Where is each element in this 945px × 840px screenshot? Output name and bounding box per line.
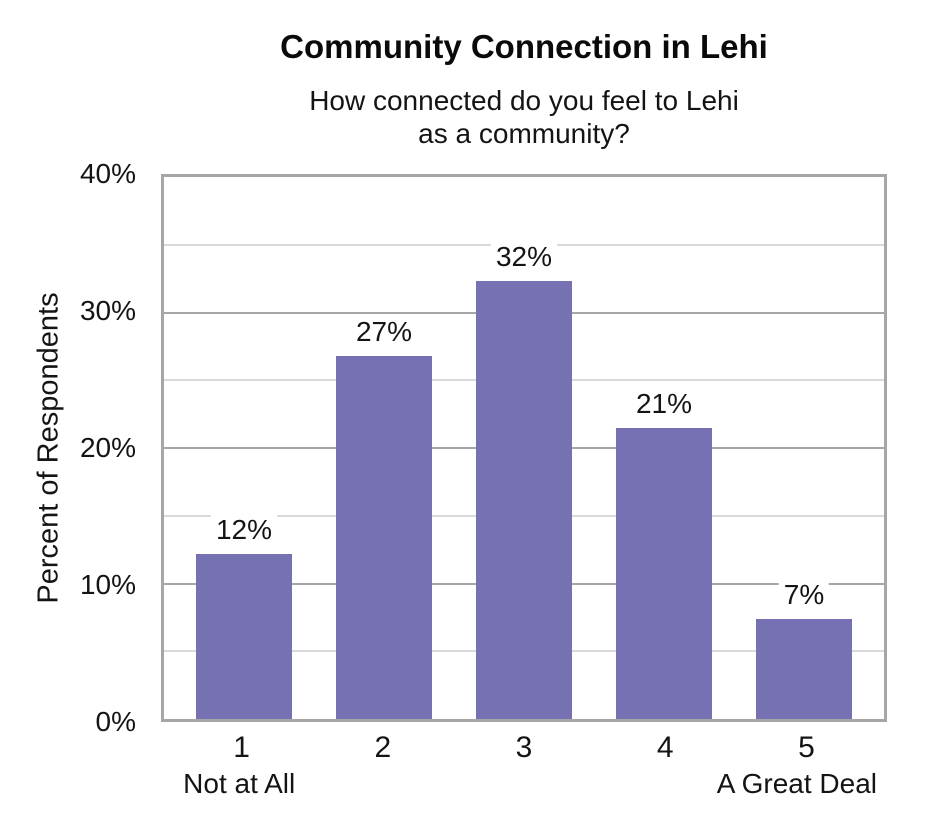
bar-slot-4: 21%: [594, 177, 734, 719]
bar-slot-2: 27%: [314, 177, 454, 719]
x-axis-sublabels: Not at All A Great Deal: [161, 767, 887, 801]
y-tick-label-30: 30%: [79, 295, 136, 326]
y-tick-label-20: 20%: [79, 432, 136, 463]
chart-subtitle: How connected do you feel to Lehi as a c…: [162, 84, 886, 150]
x-tick-label-1: 1: [233, 731, 250, 764]
bar-slot-3: 32%: [454, 177, 594, 719]
bar-value-label-3: 32%: [490, 241, 558, 274]
x-axis-sublabel-5: A Great Deal: [716, 768, 877, 799]
x-axis-sublabel-2: [307, 767, 443, 801]
y-tick-label-10: 10%: [79, 569, 136, 600]
y-axis-tick-labels: 0% 10% 20% 30% 40%: [0, 158, 136, 737]
bar-category-1: [196, 553, 292, 719]
chart-subtitle-line-1: How connected do you feel to Lehi: [309, 85, 739, 116]
bar-category-5: [756, 618, 852, 719]
bar-value-label-1: 12%: [210, 513, 278, 546]
plot-area: 12% 27% 32% 21% 7%: [161, 174, 887, 722]
x-axis-sublabel-4: [580, 767, 716, 801]
x-axis-tick-labels: 1 2 3 4 5: [161, 731, 887, 765]
bar-value-label-4: 21%: [630, 387, 698, 420]
x-axis-sublabel-1: Not at All: [183, 768, 296, 799]
chart-subtitle-line-2: as a community?: [418, 118, 630, 149]
x-tick-label-4: 4: [656, 731, 674, 764]
bar-value-label-2: 27%: [350, 315, 418, 348]
bar-series: 12% 27% 32% 21% 7%: [164, 177, 884, 719]
y-tick-label-40: 40%: [79, 158, 136, 189]
bar-slot-1: 12%: [174, 177, 314, 719]
bar-category-2: [336, 355, 432, 719]
x-tick-label-3: 3: [515, 731, 533, 764]
bar-slot-5: 7%: [734, 177, 874, 719]
bar-category-4: [616, 427, 712, 719]
bar-value-label-5: 7%: [778, 578, 830, 611]
x-axis-sublabel-3: [444, 767, 580, 801]
bar-category-3: [476, 281, 572, 719]
chart-title: Community Connection in Lehi: [280, 28, 768, 65]
y-tick-label-0: 0%: [95, 706, 136, 737]
x-tick-label-2: 2: [374, 731, 392, 764]
x-tick-label-5: 5: [798, 731, 815, 764]
